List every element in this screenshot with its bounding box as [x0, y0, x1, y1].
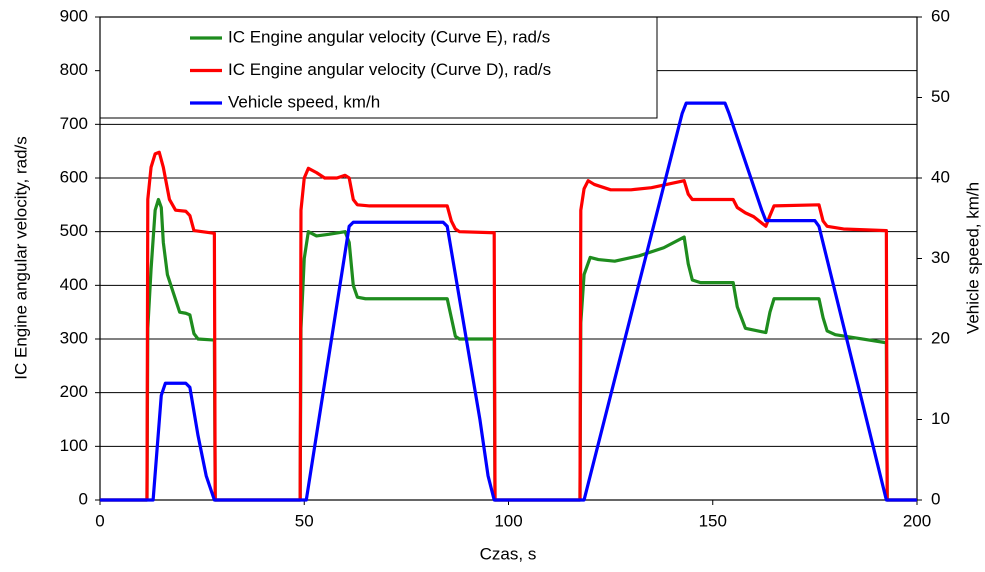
y2-tick-label: 0: [931, 489, 940, 508]
y-tick-label: 800: [60, 60, 88, 79]
y2-tick-label: 60: [931, 6, 950, 25]
series-line: [100, 150, 917, 502]
x-axis-label: Czas, s: [480, 544, 537, 563]
y-tick-label: 200: [60, 382, 88, 401]
x-tick-label: 50: [295, 511, 314, 530]
series-line: [100, 101, 917, 502]
y2-tick-label: 10: [931, 409, 950, 428]
series-line: [100, 197, 917, 502]
y-tick-label: 700: [60, 114, 88, 133]
y-tick-label: 0: [79, 489, 88, 508]
x-tick-label: 200: [903, 511, 931, 530]
y-tick-label: 300: [60, 328, 88, 347]
y-tick-label: 900: [60, 6, 88, 25]
y2-tick-label: 20: [931, 328, 950, 347]
y-tick-label: 600: [60, 167, 88, 186]
y-tick-label: 500: [60, 221, 88, 240]
y2-tick-label: 50: [931, 87, 950, 106]
x-tick-label: 100: [494, 511, 522, 530]
legend-label: IC Engine angular velocity (Curve D), ra…: [228, 60, 551, 79]
y-tick-label: 100: [60, 436, 88, 455]
y-axis-label: IC Engine angular velocity, rad/s: [11, 136, 30, 379]
y-tick-label: 400: [60, 275, 88, 294]
legend-label: IC Engine angular velocity (Curve E), ra…: [228, 27, 550, 46]
x-tick-label: 150: [699, 511, 727, 530]
y2-axis-label: Vehicle speed, km/h: [963, 182, 982, 334]
legend-label: Vehicle speed, km/h: [228, 92, 380, 111]
y2-tick-label: 30: [931, 248, 950, 267]
x-tick-label: 0: [95, 511, 104, 530]
y2-tick-label: 40: [931, 167, 950, 186]
legend-box: [99, 16, 658, 119]
